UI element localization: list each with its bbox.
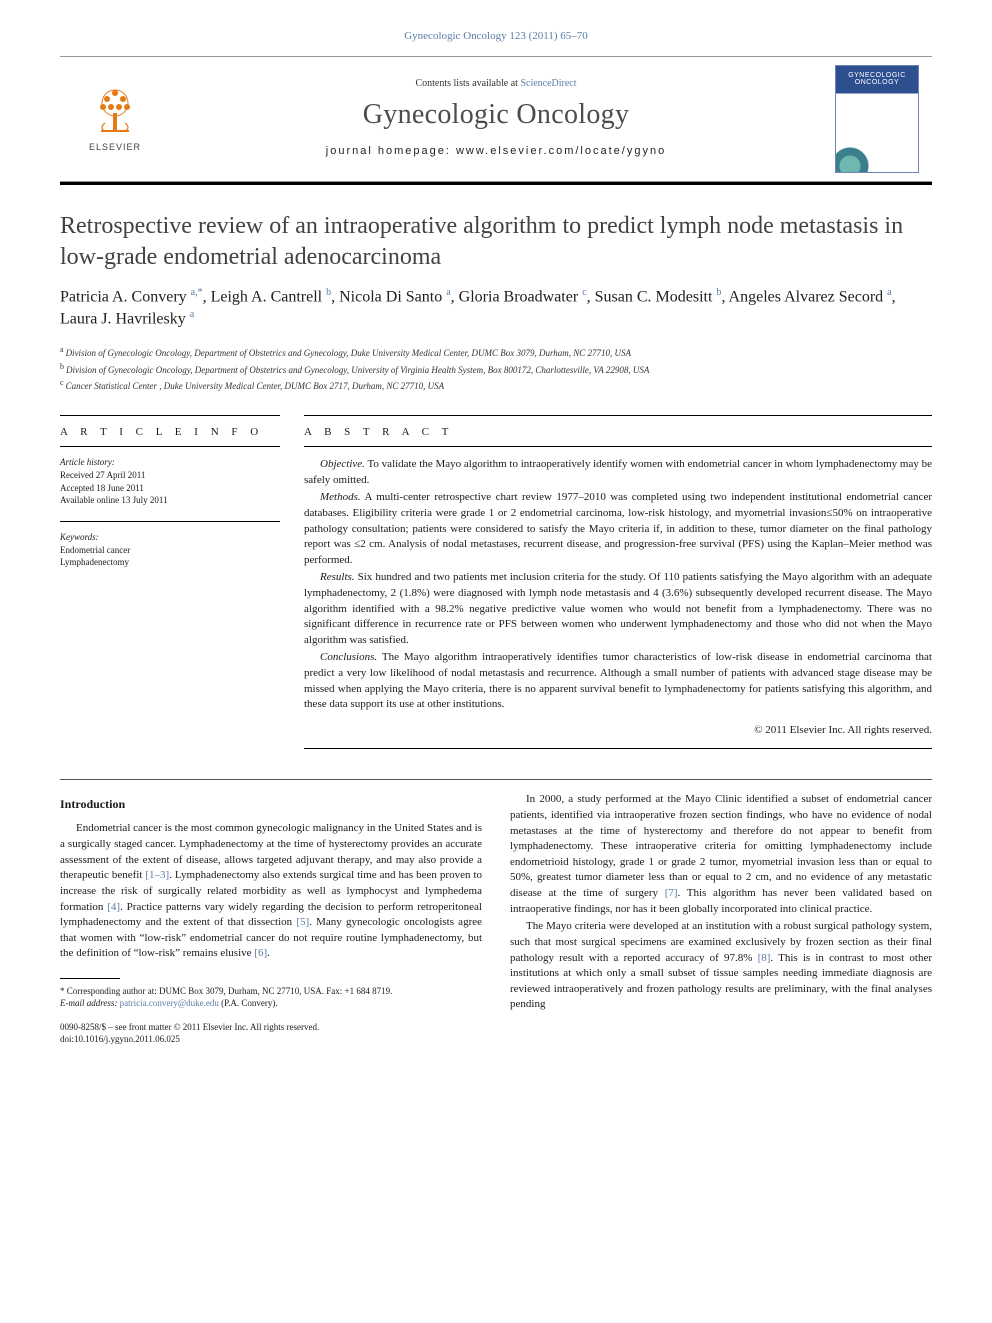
sciencedirect-link[interactable]: ScienceDirect — [520, 78, 576, 89]
abs-label: Results. — [320, 571, 355, 583]
accepted-date: Accepted 18 June 2011 — [60, 482, 280, 495]
body-text: . — [267, 947, 270, 959]
journal-name: Gynecologic Oncology — [363, 99, 630, 131]
received-date: Received 27 April 2011 — [60, 469, 280, 482]
abs-text: To validate the Mayo algorithm to intrao… — [304, 458, 932, 486]
journal-homepage: journal homepage: www.elsevier.com/locat… — [326, 145, 666, 157]
citation-ref[interactable]: [6] — [254, 947, 267, 959]
front-matter-footer: 0090-8258/$ – see front matter © 2011 El… — [60, 1021, 482, 1045]
journal-cover-thumbnail: GYNECOLOGIC ONCOLOGY — [835, 65, 919, 173]
abstract-column: A B S T R A C T Objective. To validate t… — [304, 415, 932, 759]
keyword: Endometrial cancer — [60, 544, 280, 557]
star-icon: * — [60, 986, 67, 996]
author: , Gloria Broadwater — [451, 289, 583, 306]
rule — [60, 521, 280, 522]
body-paragraph: The Mayo criteria were developed at an i… — [510, 919, 932, 1013]
abstract-methods: Methods. A multi-center retrospective ch… — [304, 490, 932, 568]
article-info-column: A R T I C L E I N F O Article history: R… — [60, 415, 280, 759]
footnotes: * Corresponding author at: DUMC Box 3079… — [60, 985, 482, 1009]
abstract-results: Results. Six hundred and two patients me… — [304, 570, 932, 648]
cover-art-icon — [836, 136, 918, 172]
publisher-logo-cell: ELSEVIER — [60, 57, 170, 181]
author: , Nicola Di Santo — [331, 289, 446, 306]
article-info-heading: A R T I C L E I N F O — [60, 426, 280, 438]
abs-text: A multi-center retrospective chart revie… — [304, 491, 932, 565]
citation-ref[interactable]: [1–3] — [145, 869, 169, 881]
cover-thumb-cell: GYNECOLOGIC ONCOLOGY — [822, 57, 932, 181]
citation-ref[interactable]: [8] — [758, 952, 771, 964]
affil-ref[interactable]: a — [190, 309, 194, 320]
abstract-body: Objective. To validate the Mayo algorith… — [304, 457, 932, 738]
body-paragraph: In 2000, a study performed at the Mayo C… — [510, 792, 932, 917]
body-text: In 2000, a study performed at the Mayo C… — [510, 793, 932, 899]
affiliation-c: cCancer Statistical Center , Duke Univer… — [60, 377, 932, 393]
citation-link[interactable]: Gynecologic Oncology 123 (2011) 65–70 — [404, 30, 588, 42]
article-title: Retrospective review of an intraoperativ… — [60, 211, 932, 272]
rule — [304, 446, 932, 447]
introduction-heading: Introduction — [60, 796, 482, 813]
body-paragraph: Endometrial cancer is the most common gy… — [60, 821, 482, 961]
rule — [60, 446, 280, 447]
running-citation: Gynecologic Oncology 123 (2011) 65–70 — [60, 30, 932, 42]
author-email-link[interactable]: patricia.convery@duke.edu — [120, 998, 219, 1008]
affiliation-text: Division of Gynecologic Oncology, Depart… — [66, 365, 649, 375]
body-two-column: Introduction Endometrial cancer is the m… — [60, 792, 932, 1045]
abstract-copyright: © 2011 Elsevier Inc. All rights reserved… — [304, 723, 932, 739]
author: , Angeles Alvarez Secord — [721, 289, 887, 306]
rule — [60, 415, 280, 416]
footnote-rule — [60, 978, 120, 979]
abs-label: Methods. — [320, 491, 361, 503]
contents-prefix: Contents lists available at — [415, 78, 520, 89]
online-date: Available online 13 July 2011 — [60, 494, 280, 507]
doi-line: doi:10.1016/j.ygyno.2011.06.025 — [60, 1033, 482, 1045]
cover-thumb-title: GYNECOLOGIC ONCOLOGY — [836, 72, 918, 86]
footnote-tail: (P.A. Convery). — [219, 998, 278, 1008]
abstract-heading: A B S T R A C T — [304, 426, 932, 438]
footnote-text: Corresponding author at: DUMC Box 3079, … — [67, 986, 393, 996]
citation-ref[interactable]: [5] — [296, 916, 309, 928]
contents-list-line: Contents lists available at ScienceDirec… — [415, 78, 576, 89]
article-history: Article history: Received 27 April 2011 … — [60, 457, 280, 507]
publisher-name: ELSEVIER — [89, 142, 141, 152]
keyword: Lymphadenectomy — [60, 556, 280, 569]
affiliation-text: Division of Gynecologic Oncology, Depart… — [66, 348, 632, 358]
citation-ref[interactable]: [4] — [107, 901, 120, 913]
author: , Susan C. Modesitt — [587, 289, 717, 306]
author-list: Patricia A. Convery a,*, Leigh A. Cantre… — [60, 286, 932, 330]
journal-masthead: ELSEVIER Contents lists available at Sci… — [60, 56, 932, 185]
email-label: E-mail address: — [60, 998, 120, 1008]
affiliation-a: aDivision of Gynecologic Oncology, Depar… — [60, 344, 932, 360]
abstract-conclusions: Conclusions. The Mayo algorithm intraope… — [304, 650, 932, 712]
affiliation-text: Cancer Statistical Center , Duke Univers… — [66, 381, 445, 391]
abs-label: Objective. — [320, 458, 365, 470]
rule — [304, 415, 932, 416]
issn-copyright: 0090-8258/$ – see front matter © 2011 El… — [60, 1021, 482, 1033]
masthead-band: ELSEVIER Contents lists available at Sci… — [60, 56, 932, 182]
affil-ref[interactable]: a, — [191, 287, 198, 298]
history-label: Article history: — [60, 457, 280, 467]
author: , Leigh A. Cantrell — [203, 289, 327, 306]
corresponding-footnote: * Corresponding author at: DUMC Box 3079… — [60, 985, 482, 997]
section-rule — [60, 779, 932, 780]
abs-label: Conclusions. — [320, 651, 377, 663]
author: Patricia A. Convery — [60, 289, 191, 306]
citation-ref[interactable]: [7] — [665, 887, 678, 899]
affiliation-b: bDivision of Gynecologic Oncology, Depar… — [60, 361, 932, 377]
elsevier-logo: ELSEVIER — [89, 87, 141, 152]
rule — [304, 748, 932, 749]
affiliations: aDivision of Gynecologic Oncology, Depar… — [60, 344, 932, 393]
abstract-objective: Objective. To validate the Mayo algorith… — [304, 457, 932, 488]
email-footnote: E-mail address: patricia.convery@duke.ed… — [60, 997, 482, 1009]
keywords: Keywords: Endometrial cancer Lymphadenec… — [60, 532, 280, 569]
abs-text: The Mayo algorithm intraoperatively iden… — [304, 651, 932, 710]
abs-text: Six hundred and two patients met inclusi… — [304, 571, 932, 645]
masthead-center: Contents lists available at ScienceDirec… — [170, 57, 822, 181]
elsevier-tree-icon — [89, 87, 141, 140]
info-abstract-row: A R T I C L E I N F O Article history: R… — [60, 415, 932, 759]
keywords-label: Keywords: — [60, 532, 280, 542]
